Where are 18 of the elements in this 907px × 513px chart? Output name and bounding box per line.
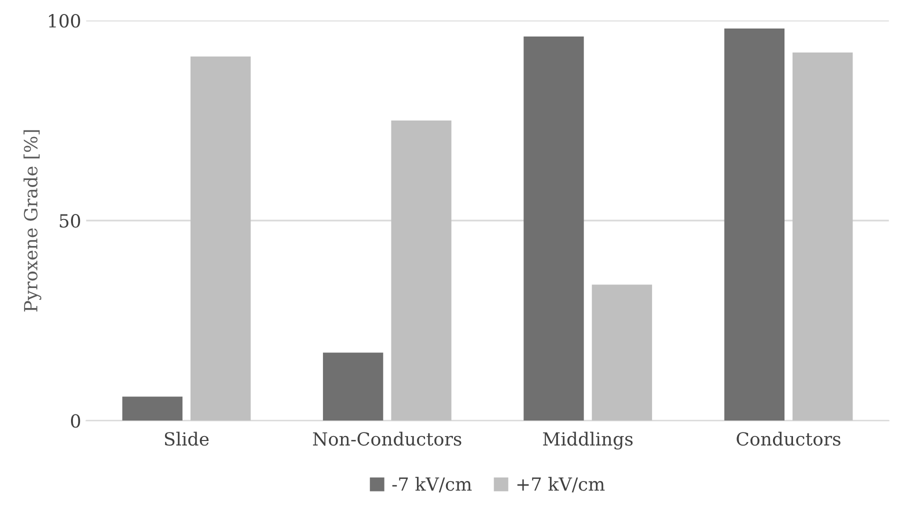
y-tick-label: 50 (60, 214, 80, 228)
bar (122, 396, 182, 421)
x-tick-label: Slide (164, 432, 209, 446)
bar (792, 52, 853, 421)
x-tick-label: Conductors (736, 432, 840, 446)
legend-label: +7 kV/cm (517, 476, 605, 492)
bar (524, 36, 584, 421)
bar (322, 352, 384, 421)
legend-label: -7 kV/cm (392, 476, 472, 492)
y-tick-label: 0 (71, 414, 80, 428)
x-tick-label: Non-Conductors (313, 432, 462, 446)
bar (592, 284, 652, 421)
x-tick-label: Middlings (543, 432, 633, 450)
bar (724, 28, 785, 421)
bar (190, 56, 251, 421)
y-tick-label: 100 (49, 14, 80, 28)
y-axis-title: Pyroxene Grade [%] (24, 130, 42, 312)
bar (391, 120, 452, 421)
